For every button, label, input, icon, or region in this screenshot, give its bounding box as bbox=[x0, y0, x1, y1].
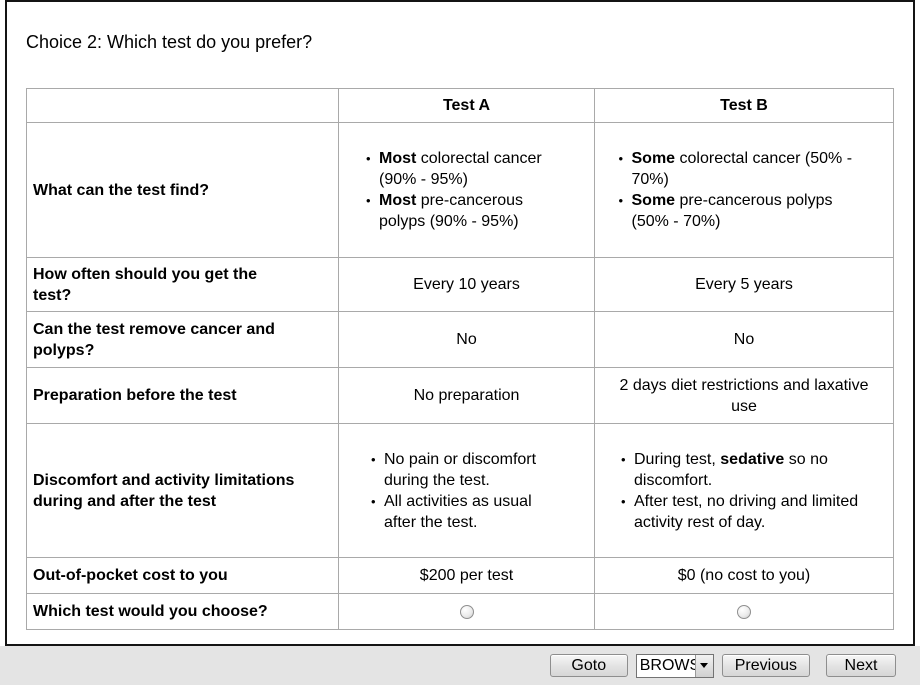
row-label-preparation: Preparation before the test bbox=[26, 367, 339, 424]
table-row-discomfort: Discomfort and activity limitations duri… bbox=[26, 423, 894, 558]
cost-test-a-cell: $200 per test bbox=[338, 557, 595, 594]
row-label-removal: Can the test remove cancer and polyps? bbox=[26, 311, 339, 368]
choice-row: Which test would you choose? bbox=[26, 593, 894, 630]
chevron-down-icon bbox=[700, 663, 709, 668]
list-item: During test, sedative so no discomfort. bbox=[619, 449, 869, 491]
discomfort-test-a-cell: No pain or discomfort during the test. A… bbox=[338, 423, 595, 558]
list-item: Some colorectal cancer (50% - 70%) bbox=[617, 148, 872, 190]
discomfort-test-b-cell: During test, sedative so no discomfort. … bbox=[594, 423, 894, 558]
frequency-test-a-cell: Every 10 years bbox=[338, 257, 595, 312]
list-item: No pain or discomfort during the test. bbox=[369, 449, 564, 491]
list-item: After test, no driving and limited activ… bbox=[619, 491, 869, 533]
header-row: Test A Test B bbox=[26, 88, 894, 123]
table-row-cost: Out-of-pocket cost to you $200 per test … bbox=[26, 557, 894, 594]
test-b-radio[interactable] bbox=[737, 604, 751, 619]
list-item: Most colorectal cancer (90% - 95%) bbox=[364, 148, 569, 190]
bullet-list: During test, sedative so no discomfort. … bbox=[619, 449, 869, 533]
removal-test-b-cell: No bbox=[594, 311, 894, 368]
bullet-list: No pain or discomfort during the test. A… bbox=[369, 449, 564, 533]
table-row-preparation: Preparation before the test No preparati… bbox=[26, 367, 894, 424]
list-item: Some pre-cancerous polyps (50% - 70%) bbox=[617, 190, 872, 232]
preparation-test-b-cell: 2 days diet restrictions and laxative us… bbox=[594, 367, 894, 424]
row-label-find: What can the test find? bbox=[26, 122, 339, 258]
frequency-test-b-cell: Every 5 years bbox=[594, 257, 894, 312]
row-label-choose: Which test would you choose? bbox=[26, 593, 339, 630]
table-row-removal: Can the test remove cancer and polyps? N… bbox=[26, 311, 894, 368]
dropdown-arrow-button[interactable] bbox=[694, 654, 713, 677]
table-row-frequency: How often should you get the test? Every… bbox=[26, 257, 894, 312]
find-test-b-cell: Some colorectal cancer (50% - 70%) Some … bbox=[594, 122, 894, 258]
table-row-find: What can the test find? Most colorectal … bbox=[26, 122, 894, 258]
bullet-list: Some colorectal cancer (50% - 70%) Some … bbox=[617, 148, 872, 232]
bullet-list: Most colorectal cancer (90% - 95%) Most … bbox=[364, 148, 569, 232]
next-button[interactable]: Next bbox=[826, 654, 896, 677]
row-label-cost: Out-of-pocket cost to you bbox=[26, 557, 339, 594]
row-label-frequency: How often should you get the test? bbox=[26, 257, 339, 312]
cost-test-b-cell: $0 (no cost to you) bbox=[594, 557, 894, 594]
corner-cell bbox=[26, 88, 339, 123]
find-test-a-cell: Most colorectal cancer (90% - 95%) Most … bbox=[338, 122, 595, 258]
test-a-radio[interactable] bbox=[459, 604, 474, 619]
row-label-discomfort: Discomfort and activity limitations duri… bbox=[26, 423, 339, 558]
previous-button[interactable]: Previous bbox=[721, 654, 810, 677]
test-b-header: Test B bbox=[594, 88, 894, 123]
list-item: All activities as usual after the test. bbox=[369, 491, 564, 533]
test-a-header: Test A bbox=[338, 88, 595, 123]
navigation-toolbar: Goto BROWS Previous Next bbox=[0, 646, 920, 685]
page-title: Choice 2: Which test do you prefer? bbox=[26, 32, 313, 52]
survey-page: Choice 2: Which test do you prefer? Test… bbox=[5, 0, 915, 646]
comparison-table: Test A Test B What can the test find? Mo… bbox=[26, 88, 894, 630]
browse-dropdown[interactable]: BROWS bbox=[635, 653, 714, 678]
goto-button[interactable]: Goto bbox=[549, 654, 628, 677]
test-b-choice-cell[interactable] bbox=[594, 593, 894, 630]
preparation-test-a-cell: No preparation bbox=[338, 367, 595, 424]
removal-test-a-cell: No bbox=[338, 311, 595, 368]
list-item: Most pre-cancerous polyps (90% - 95%) bbox=[364, 190, 569, 232]
browse-dropdown-value: BROWS bbox=[639, 656, 695, 674]
test-a-choice-cell[interactable] bbox=[338, 593, 595, 630]
